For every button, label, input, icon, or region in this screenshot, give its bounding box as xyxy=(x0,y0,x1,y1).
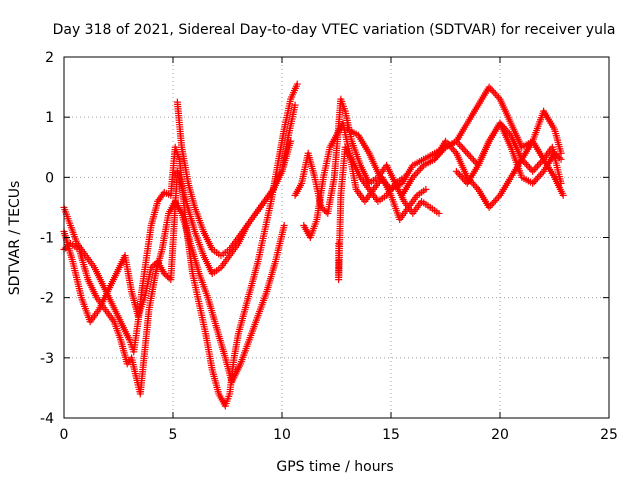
series-trail-markers xyxy=(231,332,242,359)
x-axis-label: GPS time / hours xyxy=(276,459,393,475)
y-tick-label: -3 xyxy=(40,351,54,367)
series-track-j xyxy=(431,138,567,211)
x-tick-label: 25 xyxy=(600,427,618,443)
series-track-h xyxy=(344,84,565,193)
series-trail-markers xyxy=(214,326,228,359)
series-trail-markers xyxy=(235,308,247,335)
data-point-marker xyxy=(453,168,460,175)
chart-title: Day 318 of 2021, Sidereal Day-to-day VTE… xyxy=(53,22,616,38)
y-tick-label: -1 xyxy=(40,231,54,247)
series-trail-markers xyxy=(144,224,155,256)
data-point-marker xyxy=(529,168,536,175)
series-trail-markers xyxy=(203,333,216,372)
series-trail-markers xyxy=(148,200,160,227)
data-layer xyxy=(61,81,567,410)
x-tick-label: 0 xyxy=(60,427,69,443)
x-tick-label: 5 xyxy=(169,427,178,443)
series-trail-markers xyxy=(249,260,261,287)
series-trail-markers xyxy=(279,134,292,173)
data-point-marker xyxy=(464,150,471,157)
y-tick-label: -2 xyxy=(40,291,54,307)
y-tick-label: 0 xyxy=(45,170,54,186)
series-trail-markers xyxy=(325,176,338,215)
series-trail-markers xyxy=(129,357,139,378)
series-trail-markers xyxy=(159,212,172,251)
series-trail-markers xyxy=(320,146,333,178)
series-trail-markers xyxy=(70,260,85,299)
y-tick-label: -4 xyxy=(40,411,54,427)
y-axis-label: SDTVAR / TECUs xyxy=(7,181,23,296)
series-trail-markers xyxy=(273,224,288,263)
x-tick-label: 20 xyxy=(491,427,509,443)
x-tick-label: 15 xyxy=(382,427,400,443)
series-trail-markers xyxy=(61,206,73,227)
x-tick-label: 10 xyxy=(273,427,291,443)
series-trail-markers xyxy=(288,83,300,101)
series-trail-markers xyxy=(308,218,320,239)
y-tick-label: 2 xyxy=(45,50,54,66)
series-trail-markers xyxy=(122,254,135,293)
series-trail-markers xyxy=(264,260,278,293)
series-trail-markers xyxy=(520,175,534,186)
series-track-e xyxy=(292,96,443,217)
series-trail-markers xyxy=(174,101,185,149)
series-trail-markers xyxy=(209,369,221,396)
series-trail-markers xyxy=(196,302,209,334)
chart-canvas: 0 5 10 15 20 25 -4 -3 -2 -1 0 1 2 Day 318 of 2021, S… xyxy=(0,0,640,480)
series-trail-markers xyxy=(141,308,152,353)
series-trail-markers xyxy=(255,230,268,262)
y-tick-label: 1 xyxy=(45,110,54,126)
axis-layer: 0 5 10 15 20 25 -4 -3 -2 -1 0 1 2 xyxy=(40,50,618,443)
